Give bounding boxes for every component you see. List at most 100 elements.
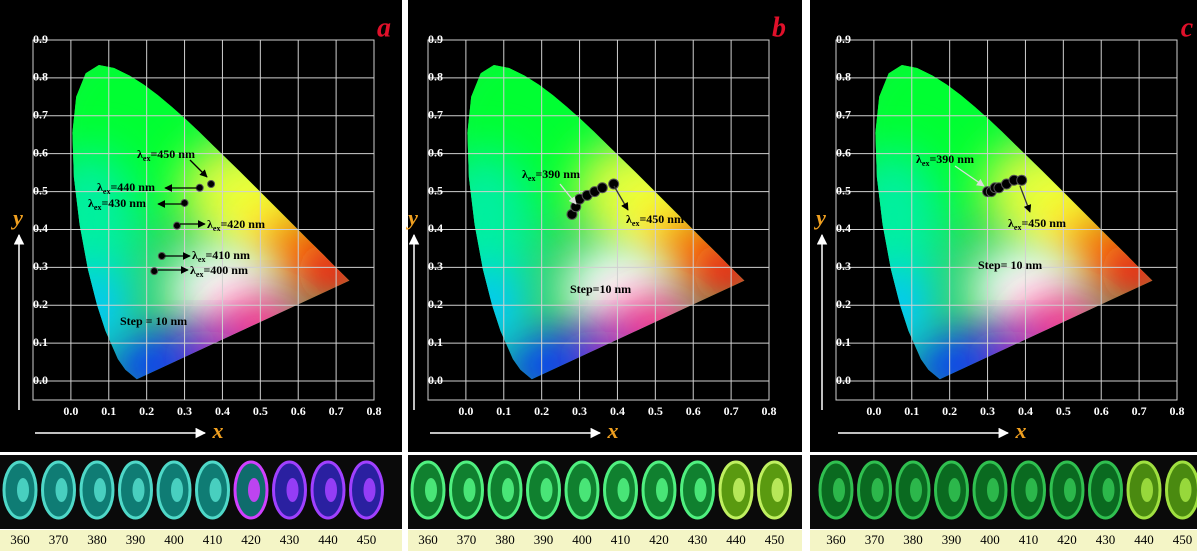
- y-tick-label: 0.2: [33, 297, 48, 311]
- x-tick-label: 0.1: [496, 404, 511, 418]
- x-tick-label: 0.2: [139, 404, 154, 418]
- annotation-subscript: ex: [632, 219, 640, 228]
- data-point: [208, 181, 215, 188]
- y-tick-label: 0.7: [33, 108, 48, 122]
- photo-glow: [325, 478, 337, 502]
- x-tick-label: 0.1: [904, 404, 919, 418]
- x-tick-label: 0.8: [762, 404, 777, 418]
- y-tick-label: 0.7: [836, 108, 851, 122]
- x-tick-label: 0.3: [572, 404, 587, 418]
- photo-label: 420: [241, 532, 261, 547]
- y-tick-label: 0.8: [836, 70, 851, 84]
- x-tick-label: 0.6: [1094, 404, 1109, 418]
- photo-label: 380: [495, 532, 515, 547]
- photo-glow: [910, 478, 922, 502]
- photo-label: 410: [1019, 532, 1039, 547]
- y-tick-label: 0.0: [836, 373, 851, 387]
- y-axis-label: y: [405, 205, 418, 230]
- photo-glow: [1064, 478, 1076, 502]
- y-tick-label: 0.6: [33, 145, 48, 159]
- annotation-subscript: ex: [196, 270, 204, 279]
- x-tick-label: 0.5: [648, 404, 663, 418]
- photo-label: 370: [49, 532, 69, 547]
- data-point: [151, 268, 158, 275]
- photo-label: 360: [10, 532, 30, 547]
- y-tick-label: 0.5: [836, 183, 851, 197]
- photo-label: 390: [942, 532, 962, 547]
- photo-glow: [733, 478, 745, 502]
- x-tick-label: 0.6: [686, 404, 701, 418]
- y-tick-label: 0.9: [836, 32, 851, 46]
- y-tick-label: 0.6: [836, 145, 851, 159]
- photo-glow: [464, 478, 476, 502]
- panel-label: c: [1181, 12, 1194, 43]
- photo-glow: [579, 478, 591, 502]
- photo-glow: [94, 478, 106, 502]
- x-tick-label: 0.4: [215, 404, 230, 418]
- y-tick-label: 0.7: [428, 108, 443, 122]
- y-tick-label: 0.2: [836, 297, 851, 311]
- photo-glow: [502, 478, 514, 502]
- photo-glow: [987, 478, 999, 502]
- photo-label: 410: [203, 532, 223, 547]
- y-tick-label: 0.1: [428, 335, 443, 349]
- photo-label: 400: [980, 532, 1000, 547]
- photo-label: 430: [688, 532, 708, 547]
- annotation-subscript: ex: [143, 154, 151, 163]
- photo-label: 450: [1173, 532, 1193, 547]
- photo-label: 360: [418, 532, 438, 547]
- x-tick-label: 0.0: [458, 404, 473, 418]
- photo-label: 420: [649, 532, 669, 547]
- photo-label: 440: [726, 532, 746, 547]
- photo-glow: [833, 478, 845, 502]
- step-note: Step=10 nm: [570, 282, 631, 296]
- photo-glow: [618, 478, 630, 502]
- y-tick-label: 0.5: [428, 183, 443, 197]
- x-tick-label: 0.6: [291, 404, 306, 418]
- photo-glow: [56, 478, 68, 502]
- photo-label: 400: [164, 532, 184, 547]
- y-tick-label: 0.5: [33, 183, 48, 197]
- x-tick-label: 0.8: [367, 404, 382, 418]
- photo-glow: [425, 478, 437, 502]
- photo-glow: [1103, 478, 1115, 502]
- photo-glow: [541, 478, 553, 502]
- x-tick-label: 0.4: [610, 404, 625, 418]
- photo-label: 430: [1096, 532, 1116, 547]
- y-tick-label: 0.1: [33, 335, 48, 349]
- y-tick-label: 0.8: [428, 70, 443, 84]
- data-point: [597, 183, 607, 193]
- photo-glow: [1180, 478, 1192, 502]
- photo-glow: [1141, 478, 1153, 502]
- y-tick-label: 0.3: [33, 259, 48, 273]
- x-tick-label: 0.2: [942, 404, 957, 418]
- annotation-text: =440 nm: [110, 180, 155, 194]
- photo-glow: [949, 478, 961, 502]
- annotation-text: =430 nm: [101, 196, 146, 210]
- photo-glow: [133, 478, 145, 502]
- data-point: [609, 179, 619, 189]
- photo-glow: [210, 478, 222, 502]
- step-note: Step= 10 nm: [978, 258, 1042, 272]
- data-point: [1017, 175, 1027, 185]
- y-tick-label: 0.1: [836, 335, 851, 349]
- x-tick-label: 0.5: [253, 404, 268, 418]
- photo-glow: [1026, 478, 1038, 502]
- photo-label: 400: [572, 532, 592, 547]
- annotation-text: =400 nm: [203, 263, 248, 277]
- data-point: [196, 184, 203, 191]
- photo-label: 380: [903, 532, 923, 547]
- photo-label: 440: [318, 532, 338, 547]
- x-tick-label: 0.1: [101, 404, 116, 418]
- x-tick-label: 0.0: [63, 404, 78, 418]
- y-tick-label: 0.3: [836, 259, 851, 273]
- figure: 0.0 0.1 0.2 0.3 0.4 0.5 0.6 0.7 0.8 0.0 0.1 0.2 0.3 0…: [0, 0, 1197, 551]
- photo-glow: [772, 478, 784, 502]
- x-axis-label: x: [212, 418, 224, 443]
- photo-label: 420: [1057, 532, 1077, 547]
- photo-label: 370: [457, 532, 477, 547]
- photo-label: 410: [611, 532, 631, 547]
- annotation-text: =450 nm: [1021, 216, 1066, 230]
- photo-glow: [364, 478, 376, 502]
- x-tick-label: 0.7: [724, 404, 739, 418]
